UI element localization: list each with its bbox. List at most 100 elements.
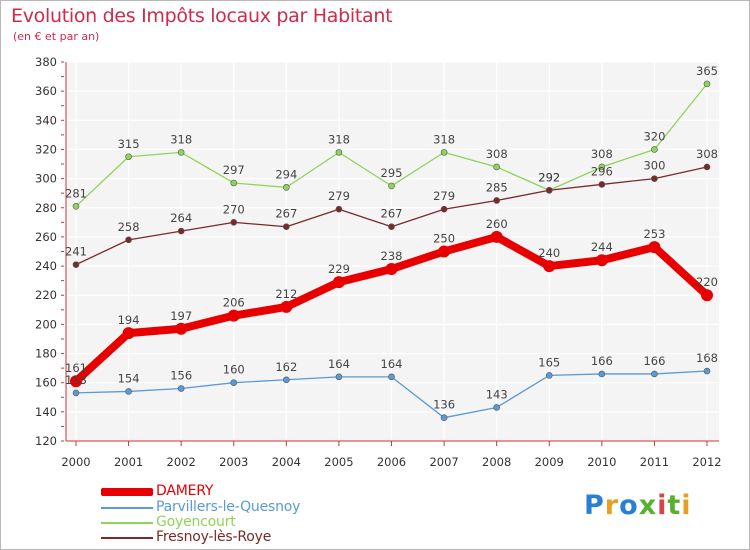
data-point-goyencourt bbox=[335, 149, 343, 156]
data-point-fresnoy-les-roye bbox=[335, 205, 343, 213]
data-point-damery bbox=[490, 230, 503, 243]
data-point-parvillers-le-quesnoy bbox=[283, 376, 290, 384]
data-point-goyencourt bbox=[283, 184, 290, 191]
x-tick-label: 2009 bbox=[535, 455, 564, 469]
data-label-damery: 244 bbox=[591, 240, 613, 254]
data-point-parvillers-le-quesnoy bbox=[493, 404, 500, 411]
y-tick-label: 140 bbox=[35, 405, 57, 419]
data-point-damery bbox=[280, 300, 293, 313]
data-label-parvillers-le-quesnoy: 154 bbox=[118, 371, 140, 385]
data-label-fresnoy-les-roye: 267 bbox=[275, 207, 297, 221]
x-tick-label: 2006 bbox=[377, 455, 406, 469]
data-point-fresnoy-les-roye bbox=[598, 181, 606, 188]
x-tick-label: 2010 bbox=[587, 455, 616, 469]
data-label-goyencourt: 294 bbox=[275, 167, 297, 181]
data-label-damery: 229 bbox=[328, 262, 350, 276]
y-tick-label: 300 bbox=[35, 172, 57, 186]
x-tick-label: 2011 bbox=[640, 455, 669, 469]
legend-swatch bbox=[101, 507, 153, 509]
data-label-parvillers-le-quesnoy: 166 bbox=[643, 354, 665, 368]
data-point-damery bbox=[385, 262, 398, 275]
data-point-fresnoy-les-roye bbox=[440, 205, 448, 213]
logo-letter: i bbox=[681, 490, 692, 521]
data-point-goyencourt bbox=[230, 179, 238, 187]
y-tick-label: 180 bbox=[35, 347, 57, 361]
data-label-goyencourt: 318 bbox=[433, 132, 455, 146]
data-label-damery: 238 bbox=[381, 249, 403, 263]
y-tick-label: 200 bbox=[35, 317, 57, 331]
data-point-damery bbox=[648, 241, 661, 254]
data-point-fresnoy-les-roye bbox=[283, 223, 290, 231]
data-label-goyencourt: 320 bbox=[643, 129, 665, 143]
data-label-goyencourt: 315 bbox=[118, 137, 140, 151]
data-point-damery bbox=[543, 260, 556, 273]
proxiti-logo: Proxiti bbox=[584, 490, 692, 521]
legend-label: DAMERY bbox=[156, 483, 214, 499]
data-point-goyencourt bbox=[177, 149, 185, 156]
x-tick-label: 2003 bbox=[219, 455, 248, 469]
data-point-goyencourt bbox=[440, 149, 448, 156]
data-point-fresnoy-les-roye bbox=[388, 223, 395, 231]
data-point-fresnoy-les-roye bbox=[125, 236, 132, 244]
x-tick-label: 2002 bbox=[167, 455, 196, 469]
data-label-parvillers-le-quesnoy: 164 bbox=[381, 357, 403, 371]
data-label-damery: 194 bbox=[118, 313, 140, 327]
x-tick-label: 2000 bbox=[61, 455, 90, 469]
data-label-fresnoy-les-roye: 241 bbox=[65, 245, 87, 259]
data-point-fresnoy-les-roye bbox=[230, 219, 238, 226]
data-point-parvillers-le-quesnoy bbox=[177, 385, 185, 392]
data-point-fresnoy-les-roye bbox=[177, 227, 185, 235]
data-point-fresnoy-les-roye bbox=[72, 261, 80, 268]
data-point-parvillers-le-quesnoy bbox=[598, 370, 606, 378]
y-tick-label: 360 bbox=[35, 84, 57, 98]
data-label-parvillers-le-quesnoy: 156 bbox=[170, 369, 192, 383]
data-label-goyencourt: 318 bbox=[170, 132, 192, 146]
data-label-fresnoy-les-roye: 296 bbox=[591, 164, 613, 178]
data-point-goyencourt bbox=[703, 80, 711, 88]
legend-label: Parvillers-le-Quesnoy bbox=[156, 499, 301, 515]
data-point-damery bbox=[332, 276, 345, 289]
data-label-goyencourt: 297 bbox=[223, 163, 245, 177]
data-point-parvillers-le-quesnoy bbox=[545, 372, 553, 379]
data-label-damery: 197 bbox=[170, 309, 192, 323]
x-tick-label: 2008 bbox=[482, 455, 511, 469]
data-point-goyencourt bbox=[493, 163, 500, 171]
data-label-damery: 206 bbox=[223, 296, 245, 310]
data-label-fresnoy-les-roye: 279 bbox=[328, 189, 350, 203]
data-label-parvillers-le-quesnoy: 143 bbox=[486, 387, 508, 401]
data-point-damery bbox=[701, 289, 713, 302]
data-point-goyencourt bbox=[125, 153, 132, 161]
legend-item-goyencourt[interactable]: Goyencourt bbox=[101, 514, 361, 531]
data-point-parvillers-le-quesnoy bbox=[388, 373, 395, 381]
data-point-goyencourt bbox=[598, 163, 606, 171]
data-label-goyencourt: 281 bbox=[65, 186, 87, 200]
data-point-parvillers-le-quesnoy bbox=[230, 379, 238, 386]
y-tick-label: 320 bbox=[35, 142, 57, 156]
data-point-parvillers-le-quesnoy bbox=[440, 414, 448, 421]
data-point-damery bbox=[70, 375, 82, 388]
legend-item-parvillers-le-quesnoy[interactable]: Parvillers-le-Quesnoy bbox=[101, 499, 361, 516]
data-point-fresnoy-les-roye bbox=[651, 175, 658, 182]
data-label-fresnoy-les-roye: 279 bbox=[433, 189, 455, 203]
data-label-parvillers-le-quesnoy: 166 bbox=[591, 354, 613, 368]
data-label-fresnoy-les-roye: 285 bbox=[486, 180, 508, 194]
y-tick-label: 120 bbox=[35, 434, 57, 448]
data-point-parvillers-le-quesnoy bbox=[651, 370, 658, 378]
legend-item-damery[interactable]: DAMERY bbox=[101, 483, 361, 500]
data-label-goyencourt: 308 bbox=[486, 147, 508, 161]
data-point-damery bbox=[175, 322, 188, 335]
data-point-parvillers-le-quesnoy bbox=[703, 367, 711, 375]
data-label-parvillers-le-quesnoy: 165 bbox=[538, 355, 560, 369]
data-point-goyencourt bbox=[388, 182, 395, 190]
legend-label: Goyencourt bbox=[156, 514, 236, 530]
legend-item-fresnoy-les-roye[interactable]: Fresnoy-lès-Roye bbox=[101, 529, 361, 546]
data-label-fresnoy-les-roye: 258 bbox=[118, 220, 140, 234]
data-point-parvillers-le-quesnoy bbox=[125, 388, 132, 395]
chart-subtitle: (en € et par an) bbox=[13, 30, 100, 43]
data-point-damery bbox=[122, 327, 135, 340]
legend-swatch bbox=[101, 522, 153, 524]
x-tick-label: 2005 bbox=[324, 455, 353, 469]
data-label-parvillers-le-quesnoy: 164 bbox=[328, 357, 350, 371]
y-tick-label: 260 bbox=[35, 230, 57, 244]
